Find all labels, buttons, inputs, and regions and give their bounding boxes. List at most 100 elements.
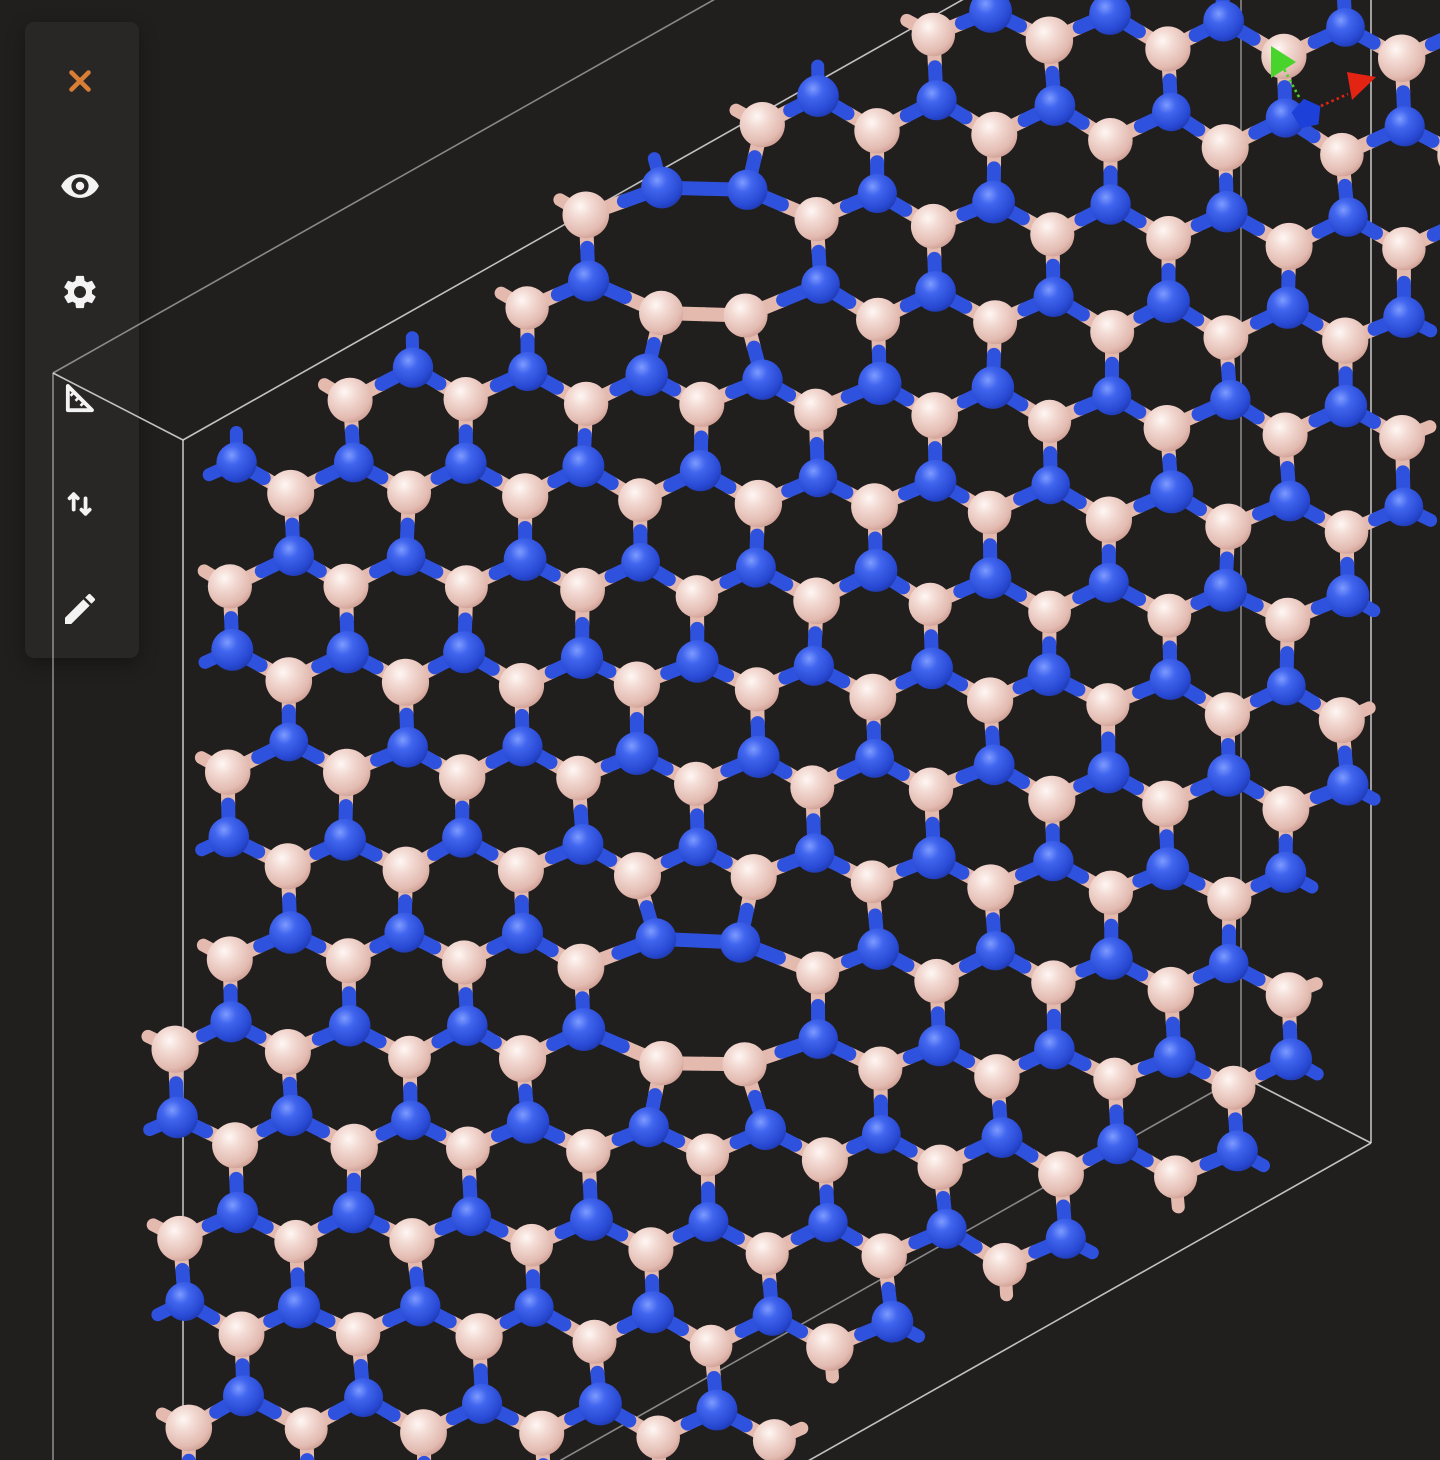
atom-pink[interactable] [1324,510,1369,554]
atom-blue[interactable] [676,640,719,683]
atom-blue[interactable] [445,442,487,484]
atom-blue[interactable] [915,271,956,312]
atom-blue[interactable] [973,744,1015,786]
atom-pink[interactable] [1154,1155,1198,1199]
atom-blue[interactable] [208,816,250,858]
atom-pink[interactable] [1028,590,1071,634]
atom-blue[interactable] [392,347,434,388]
atom-blue[interactable] [1090,937,1133,980]
atom-blue[interactable] [737,735,780,779]
atom-blue[interactable] [333,442,374,483]
atom-blue[interactable] [742,359,783,400]
atom-blue[interactable] [386,537,426,577]
atom-blue[interactable] [854,548,898,592]
atom-pink[interactable] [1028,399,1072,443]
atom-pink[interactable] [497,847,544,894]
atom-pink[interactable] [323,563,369,609]
atom-pink[interactable] [446,1126,490,1171]
atom-pink[interactable] [212,1122,259,1169]
atom-pink[interactable] [722,1042,767,1087]
atom-pink[interactable] [910,203,956,249]
atom-blue[interactable] [384,912,425,953]
atom-blue[interactable] [735,547,776,588]
atom-pink[interactable] [679,381,725,427]
atom-blue[interactable] [794,833,835,873]
atom-blue[interactable] [1383,296,1425,339]
atom-pink[interactable] [973,300,1018,345]
sort-order-button[interactable] [54,478,106,530]
atom-pink[interactable] [739,102,785,148]
atom-pink[interactable] [982,1242,1027,1287]
atom-pink[interactable] [854,108,900,154]
atom-pink[interactable] [636,1415,680,1460]
atom-blue[interactable] [1270,1038,1313,1081]
atom-pink[interactable] [858,1046,903,1091]
atom-pink[interactable] [1437,132,1440,178]
atom-pink[interactable] [1085,496,1132,543]
atom-blue[interactable] [635,918,677,960]
atom-pink[interactable] [967,677,1014,724]
atom-blue[interactable] [621,542,660,582]
atom-pink[interactable] [734,479,783,528]
atom-blue[interactable] [1206,190,1248,233]
atom-blue[interactable] [211,628,254,671]
atom-blue[interactable] [1147,280,1190,324]
atom-pink[interactable] [1262,785,1310,833]
atom-blue[interactable] [156,1096,198,1139]
atom-blue[interactable] [1092,376,1132,416]
atom-blue[interactable] [1203,568,1248,612]
atom-pink[interactable] [165,1404,213,1452]
atom-pink[interactable] [1379,415,1425,461]
atom-blue[interactable] [447,1005,488,1046]
atom-pink[interactable] [206,936,253,983]
atom-blue[interactable] [752,1296,793,1336]
atom-pink[interactable] [850,860,894,904]
atom-pink[interactable] [1143,405,1191,452]
settings-button[interactable] [54,266,106,318]
atom-blue[interactable] [1269,480,1311,522]
atom-blue[interactable] [798,1019,838,1059]
atom-pink[interactable] [443,377,488,422]
atom-blue[interactable] [344,1378,384,1418]
atom-pink[interactable] [861,1233,907,1279]
atom-pink[interactable] [967,490,1012,535]
atom-blue[interactable] [560,636,604,680]
atom-blue[interactable] [1208,943,1249,984]
atom-pink[interactable] [327,377,373,423]
atom-blue[interactable] [506,1101,550,1144]
atom-pink[interactable] [974,1054,1020,1100]
atom-blue[interactable] [326,631,369,674]
atom-pink[interactable] [914,958,959,1004]
atom-blue[interactable] [971,366,1015,409]
atom-blue[interactable] [678,827,718,867]
atom-pink[interactable] [1201,124,1249,172]
atoms-layer[interactable] [151,0,1440,1460]
atom-pink[interactable] [967,864,1015,912]
atom-pink[interactable] [1088,118,1133,163]
atom-pink[interactable] [323,748,371,797]
atom-pink[interactable] [1204,692,1250,738]
atom-blue[interactable] [981,1117,1023,1158]
atom-pink[interactable] [971,111,1018,158]
atom-blue[interactable] [508,351,548,392]
close-button[interactable] [54,55,106,107]
atom-pink[interactable] [1262,412,1308,458]
atom-blue[interactable] [975,931,1016,971]
atom-blue[interactable] [269,722,309,762]
atom-pink[interactable] [502,473,549,520]
atom-pink[interactable] [1318,697,1365,744]
atom-pink[interactable] [335,1312,381,1357]
atom-pink[interactable] [400,1409,447,1456]
atom-blue[interactable] [744,1108,787,1151]
atom-blue[interactable] [270,1094,313,1137]
atom-blue[interactable] [1265,98,1306,138]
atom-blue[interactable] [1090,184,1131,225]
atom-blue[interactable] [568,260,610,302]
atom-pink[interactable] [790,765,835,810]
atom-blue[interactable] [400,1286,441,1327]
atom-pink[interactable] [1146,216,1191,261]
atom-blue[interactable] [273,535,315,577]
atom-blue[interactable] [503,538,547,581]
atom-pink[interactable] [218,1311,265,1358]
